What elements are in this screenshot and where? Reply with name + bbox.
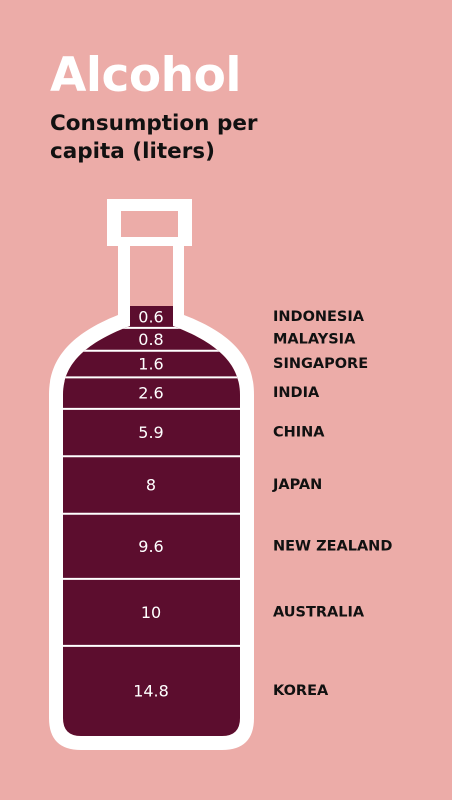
category-label-new-zealand: NEW ZEALAND <box>273 538 392 554</box>
category-label-india: INDIA <box>273 385 320 401</box>
bar-korea <box>63 645 240 736</box>
bar-singapore <box>63 350 240 378</box>
category-label-singapore: SINGAPORE <box>273 356 368 372</box>
value-label-singapore: 1.6 <box>138 355 163 374</box>
bar-china <box>63 408 240 457</box>
value-label-new-zealand: 9.6 <box>138 537 163 556</box>
page-subtitle: Consumption per capita (liters) <box>50 111 258 164</box>
category-label-malaysia: MALAYSIA <box>273 331 356 347</box>
page-title: Alcohol <box>50 48 242 103</box>
category-label-indonesia: INDONESIA <box>273 309 365 325</box>
bar-india <box>63 377 240 409</box>
value-label-australia: 10 <box>141 603 161 622</box>
category-label-china: CHINA <box>273 425 325 441</box>
value-label-china: 5.9 <box>138 423 163 442</box>
bar-australia <box>63 578 240 646</box>
bar-japan <box>63 456 240 514</box>
category-label-australia: AUSTRALIA <box>273 604 365 620</box>
value-label-indonesia: 0.6 <box>138 307 163 326</box>
value-label-japan: 8 <box>146 475 156 494</box>
value-label-korea: 14.8 <box>133 681 169 700</box>
value-label-malaysia: 0.8 <box>138 330 163 349</box>
category-label-japan: JAPAN <box>272 477 322 493</box>
bottle-cap-inner <box>121 211 178 237</box>
value-label-india: 2.6 <box>138 384 163 403</box>
bar-new-zealand <box>63 513 240 579</box>
category-label-korea: KOREA <box>273 683 329 699</box>
